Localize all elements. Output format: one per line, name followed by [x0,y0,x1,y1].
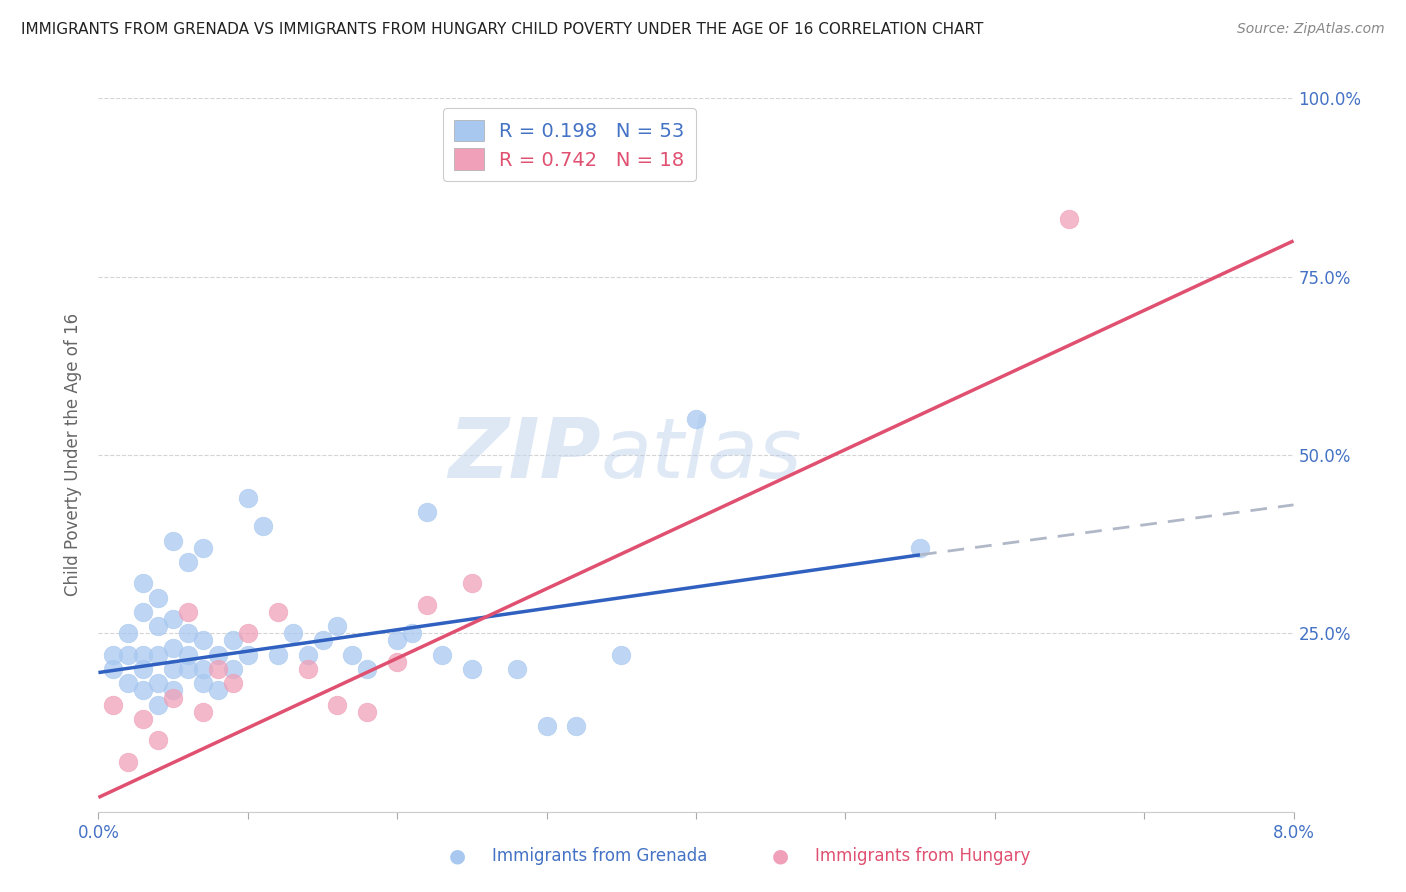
Point [1059,212,1081,227]
Text: IMMIGRANTS FROM GRENADA VS IMMIGRANTS FROM HUNGARY CHILD POVERTY UNDER THE AGE O: IMMIGRANTS FROM GRENADA VS IMMIGRANTS FR… [21,22,983,37]
Point [103,662,125,676]
Point [207,648,229,662]
Point [342,648,364,662]
Point [148,591,170,605]
Point [132,712,155,726]
Point [222,633,245,648]
Point [148,619,170,633]
Point [191,676,214,690]
Point [385,655,409,669]
Point [177,648,200,662]
Point [148,698,170,712]
Point [267,648,290,662]
Point [132,683,155,698]
Point [132,605,155,619]
Point [117,626,139,640]
Point [207,683,229,698]
Point [326,698,349,712]
Point [132,662,155,676]
Y-axis label: Child Poverty Under the Age of 16: Child Poverty Under the Age of 16 [65,313,83,597]
Point [162,690,184,705]
Point [356,705,378,719]
Point [162,612,184,626]
Point [236,648,259,662]
Point [565,719,588,733]
Point [401,626,423,640]
Text: Immigrants from Grenada: Immigrants from Grenada [492,847,707,865]
Point [117,755,139,769]
Point [297,662,319,676]
Point [177,626,200,640]
Point [162,662,184,676]
Point [326,619,349,633]
Point [311,633,333,648]
Point [191,705,214,719]
Point [177,605,200,619]
Text: atlas: atlas [600,415,801,495]
Point [461,576,484,591]
Point [222,662,245,676]
Text: Source: ZipAtlas.com: Source: ZipAtlas.com [1237,22,1385,37]
Point [430,648,453,662]
Point [236,491,259,505]
Point [162,640,184,655]
Point [281,626,304,640]
Point [252,519,274,533]
Point [148,733,170,747]
Point [191,633,214,648]
Text: ●: ● [449,847,465,865]
Point [267,605,290,619]
Point [132,576,155,591]
Text: ●: ● [772,847,789,865]
Point [356,662,378,676]
Point [191,662,214,676]
Point [117,648,139,662]
Point [177,662,200,676]
Point [148,676,170,690]
Point [385,633,409,648]
Point [461,662,484,676]
Point [610,648,633,662]
Point [416,598,439,612]
Point [132,648,155,662]
Point [416,505,439,519]
Point [207,662,229,676]
Text: Immigrants from Hungary: Immigrants from Hungary [815,847,1031,865]
Point [103,698,125,712]
Point [536,719,558,733]
Point [162,683,184,698]
Point [222,676,245,690]
Point [506,662,529,676]
Point [297,648,319,662]
Point [148,648,170,662]
Point [908,541,931,555]
Point [177,555,200,569]
Point [191,541,214,555]
Text: ZIP: ZIP [447,415,600,495]
Point [236,626,259,640]
Legend: R = 0.198   N = 53, R = 0.742   N = 18: R = 0.198 N = 53, R = 0.742 N = 18 [443,108,696,181]
Point [162,533,184,548]
Point [103,648,125,662]
Point [685,412,707,426]
Point [117,676,139,690]
